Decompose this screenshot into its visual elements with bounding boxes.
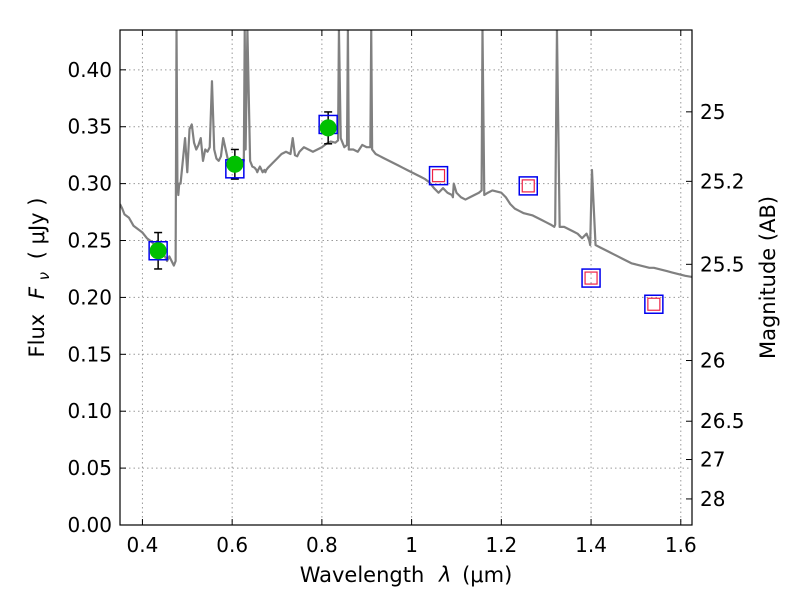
x-axis-label-symbol: λ — [438, 563, 451, 587]
y-axis-label-subscript: ν — [35, 272, 53, 280]
observed-point — [149, 242, 167, 260]
mag-tick-label: 26 — [700, 349, 725, 373]
predicted-point — [521, 179, 535, 193]
x-axis-label-unit: (μm) — [462, 563, 512, 587]
x-tick-label: 0.8 — [306, 533, 338, 557]
mag-tick-label: 25.5 — [700, 252, 745, 276]
mag-tick-label: 25.2 — [700, 169, 745, 193]
x-axis-label-text: Wavelength — [300, 563, 425, 587]
model-photometry-point — [428, 165, 449, 186]
mag-tick-label: 27 — [700, 448, 725, 472]
model-photometry-point — [644, 294, 664, 314]
y2-axis-label: Magnitude (AB) — [756, 196, 780, 359]
x-tick-label: 0.4 — [127, 533, 159, 557]
y-tick-label: 0.05 — [67, 456, 112, 480]
y-tick-label: 0.40 — [67, 58, 112, 82]
x-tick-label: 0.6 — [216, 533, 248, 557]
y-axis-label-unit: ( μJy ) — [25, 198, 49, 260]
predicted-point — [647, 297, 661, 311]
y-tick-label: 0.00 — [67, 513, 112, 537]
photometry-points — [148, 111, 664, 314]
x-tick-label: 1.4 — [575, 533, 607, 557]
model-photometry-point — [581, 268, 601, 288]
predicted-point — [584, 271, 598, 285]
spectrum-line — [120, 30, 692, 279]
x-tick-label: 1.2 — [485, 533, 517, 557]
axis-ticks: 0.4 0.6 0.8 1 1.2 1.4 1.6 0.00 0.05 0.10 0.15 0.20 0… — [67, 30, 745, 557]
y-axis-label: Flux F ν ( μJy ) — [25, 198, 54, 358]
observed-point — [226, 155, 244, 173]
y-tick-label: 0.20 — [67, 285, 112, 309]
y-tick-label: 0.10 — [67, 399, 112, 423]
y-tick-label: 0.25 — [67, 229, 112, 253]
y-tick-label: 0.15 — [67, 342, 112, 366]
x-axis-label: Wavelength λ (μm) — [300, 563, 513, 587]
y-tick-label: 0.35 — [67, 115, 112, 139]
mag-tick-label: 25 — [700, 100, 725, 124]
mag-tick-label: 26.5 — [700, 409, 745, 433]
model-photometry-point — [148, 241, 168, 261]
model-photometry-point — [518, 176, 539, 196]
y-axis-label-symbol: F — [25, 286, 49, 299]
x-tick-label: 1 — [405, 533, 418, 557]
mag-tick-label: 28 — [700, 487, 725, 511]
plot-frame — [119, 29, 693, 526]
spectrum-series — [120, 30, 692, 279]
grid-lines — [120, 30, 692, 526]
y-tick-label: 0.30 — [67, 172, 112, 196]
observed-point — [319, 119, 337, 137]
x-tick-label: 1.6 — [665, 533, 697, 557]
y-axis-label-text: Flux — [25, 314, 49, 358]
predicted-point — [431, 169, 446, 183]
